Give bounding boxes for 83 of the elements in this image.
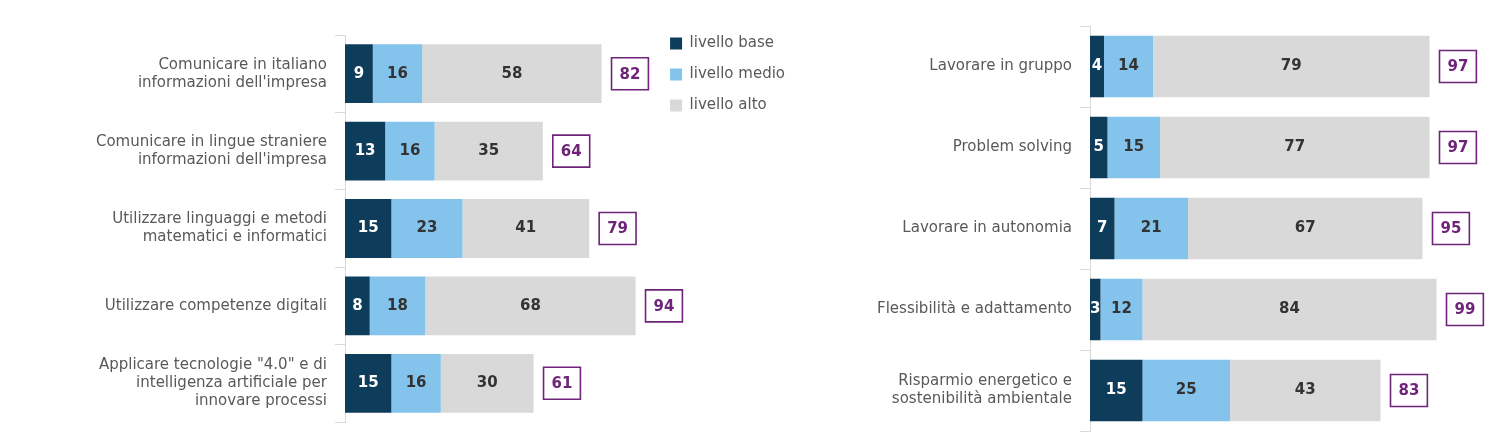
legend-label: livello alto: [689, 95, 767, 114]
total-label: 79: [607, 219, 629, 238]
data-label: 43: [1294, 380, 1316, 399]
bar: [345, 44, 373, 104]
legend-label: livello medio: [689, 64, 786, 83]
total-label: 95: [1440, 219, 1462, 238]
bar: [1107, 116, 1160, 179]
bar: [1090, 359, 1143, 422]
total-label: 97: [1447, 138, 1469, 157]
data-label: 23: [416, 218, 438, 237]
bar: [1230, 359, 1381, 422]
bar: [462, 199, 590, 258]
data-label: 18: [387, 295, 408, 314]
data-label: 21: [1140, 218, 1162, 237]
bar: [391, 199, 463, 258]
y-tick-label: Lavorare in gruppo: [929, 56, 1072, 75]
y-tick-label: Problem solving: [952, 137, 1072, 156]
y-tick-label: Utilizzare competenze digitali: [104, 295, 327, 314]
bar: [1188, 197, 1423, 260]
data-label: 35: [478, 140, 500, 159]
data-label: 4: [1091, 56, 1103, 75]
y-tick-label: Comunicare in lingue straniere informazioni dell'impresa: [95, 131, 327, 168]
total-label: 82: [619, 64, 641, 83]
data-label: 13: [354, 140, 376, 159]
bar: [422, 44, 602, 104]
data-label: 12: [1111, 299, 1132, 318]
data-label: 67: [1294, 218, 1316, 237]
data-label: 25: [1175, 380, 1197, 399]
bar: [1090, 197, 1115, 260]
data-label: 16: [399, 140, 421, 159]
data-label: 15: [357, 373, 379, 392]
y-tick-label: Risparmio energetico e sostenibilità ambientale: [891, 371, 1072, 408]
bar: [1160, 116, 1430, 179]
total-label: 94: [653, 296, 675, 315]
bar: [434, 121, 543, 181]
data-label: 7: [1097, 218, 1108, 237]
data-label: 5: [1093, 137, 1104, 156]
bar: [1100, 278, 1143, 341]
bar: [345, 199, 392, 258]
data-label: 15: [1123, 137, 1145, 156]
data-label: 9: [353, 63, 365, 82]
data-label: 77: [1284, 137, 1306, 156]
data-label: 84: [1279, 299, 1300, 318]
bar: [345, 353, 392, 413]
data-label: 16: [387, 63, 408, 82]
data-label: 8: [352, 295, 363, 314]
bar: [1153, 35, 1430, 98]
data-label: 68: [520, 295, 541, 314]
bar: [372, 44, 423, 104]
y-tick-label: Comunicare in italiano informazioni dell'impresa: [137, 54, 327, 91]
data-label: 14: [1118, 56, 1139, 75]
bar: [1090, 278, 1101, 341]
bar: [440, 353, 534, 413]
y-tick-label: Applicare tecnologie "4.0" e di intelligenza artificiale per innovare processi: [98, 355, 328, 410]
y-tick-label: Flessibilità e adattamento: [877, 299, 1072, 318]
bar: [345, 276, 370, 336]
data-label: 15: [357, 218, 379, 237]
total-label: 99: [1454, 300, 1476, 319]
legend-label: livello base: [689, 33, 775, 52]
bar: [1114, 197, 1188, 260]
bar: [1090, 35, 1104, 98]
total-label: 61: [551, 374, 573, 393]
bar: [391, 353, 441, 413]
bar: [1142, 359, 1230, 422]
data-label: 30: [476, 373, 498, 392]
total-label: 83: [1398, 381, 1420, 400]
bar: [425, 276, 636, 336]
bar: [369, 276, 426, 336]
bar: [1104, 35, 1153, 98]
bar: [1142, 278, 1437, 341]
data-label: 58: [501, 63, 523, 82]
bar: [1090, 116, 1108, 179]
data-label: 16: [405, 373, 427, 392]
data-label: 15: [1105, 380, 1127, 399]
data-label: 41: [515, 218, 537, 237]
y-tick-label: Lavorare in autonomia: [902, 218, 1072, 237]
data-label: 3: [1090, 299, 1101, 318]
y-tick-label: Utilizzare linguaggi e metodi matematici e informatici: [112, 209, 327, 246]
total-label: 97: [1447, 57, 1469, 76]
data-label: 79: [1280, 56, 1302, 75]
bar: [385, 121, 435, 181]
total-label: 64: [560, 141, 582, 160]
bar: [345, 121, 386, 181]
